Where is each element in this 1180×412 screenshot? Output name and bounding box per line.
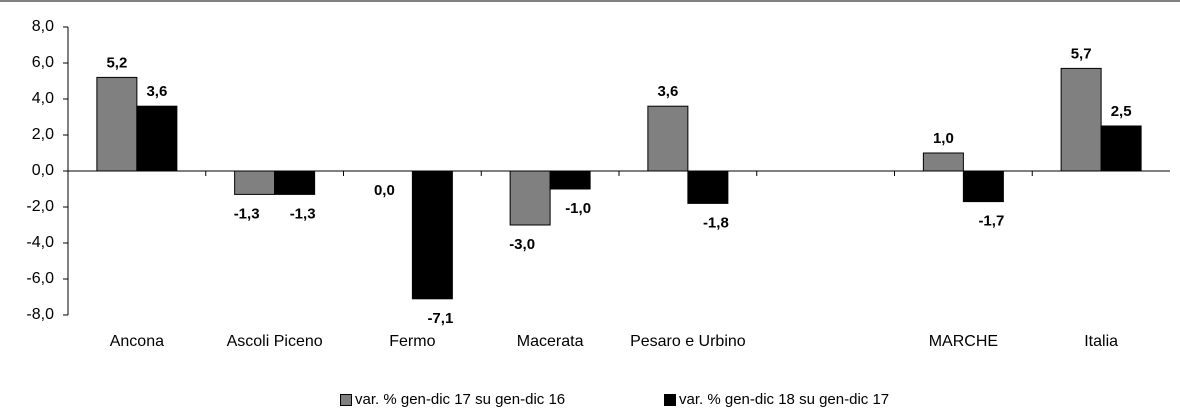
value-label: -1,7: [978, 213, 1004, 230]
x-tick-label: Pesaro e Urbino: [630, 333, 746, 350]
legend-label: var. % gen-dic 17 su gen-dic 16: [355, 391, 566, 408]
value-label: -7,1: [427, 310, 453, 327]
bar: [962, 170, 1004, 203]
bar: [96, 76, 138, 172]
legend-item: var. % gen-dic 18 su gen-dic 17: [664, 391, 889, 408]
x-tick-label: Italia: [1084, 333, 1119, 350]
y-tick-label: 6,0: [32, 54, 54, 71]
bar: [234, 170, 276, 195]
legend-swatch: [664, 393, 676, 406]
y-tick-label: -4,0: [26, 234, 54, 251]
value-label: 1,0: [933, 130, 954, 147]
value-label: -3,0: [509, 236, 535, 253]
legend-label: var. % gen-dic 18 su gen-dic 17: [679, 391, 890, 408]
bar: [647, 105, 689, 172]
value-label: 2,5: [1111, 103, 1132, 120]
bar: [549, 170, 591, 190]
y-tick-label: -8,0: [26, 306, 54, 323]
y-tick-label: 0,0: [32, 162, 54, 179]
bar: [1100, 125, 1142, 172]
value-label: 5,2: [106, 54, 127, 71]
x-tick-label: Macerata: [516, 333, 584, 350]
y-tick-label: -6,0: [26, 270, 54, 287]
y-tick-label: 4,0: [32, 90, 54, 107]
value-label: 3,6: [146, 83, 167, 100]
bar: [1060, 67, 1102, 172]
y-tick-label: -2,0: [26, 198, 54, 215]
value-label: -1,8: [703, 214, 729, 231]
x-tick-label: MARCHE: [928, 333, 999, 350]
value-label: 3,6: [657, 83, 678, 100]
legend-item: var. % gen-dic 17 su gen-dic 16: [340, 391, 565, 408]
bar: [922, 152, 964, 172]
x-tick-label: Fermo: [389, 333, 436, 350]
bar: [687, 170, 729, 204]
legend-swatch: [340, 393, 352, 406]
bar: [509, 170, 551, 226]
bar: [274, 170, 316, 195]
value-label: 0,0: [374, 182, 395, 199]
y-tick-label: 2,0: [32, 126, 54, 143]
bar: [136, 105, 178, 172]
value-label: -1,0: [565, 200, 591, 217]
bar: [411, 170, 453, 300]
value-label: -1,3: [234, 205, 260, 222]
value-label: 5,7: [1071, 45, 1092, 62]
y-tick-label: 8,0: [32, 18, 54, 35]
x-tick-label: Ascoli Piceno: [226, 333, 323, 350]
x-tick-label: Ancona: [109, 333, 164, 350]
value-label: -1,3: [290, 205, 316, 222]
